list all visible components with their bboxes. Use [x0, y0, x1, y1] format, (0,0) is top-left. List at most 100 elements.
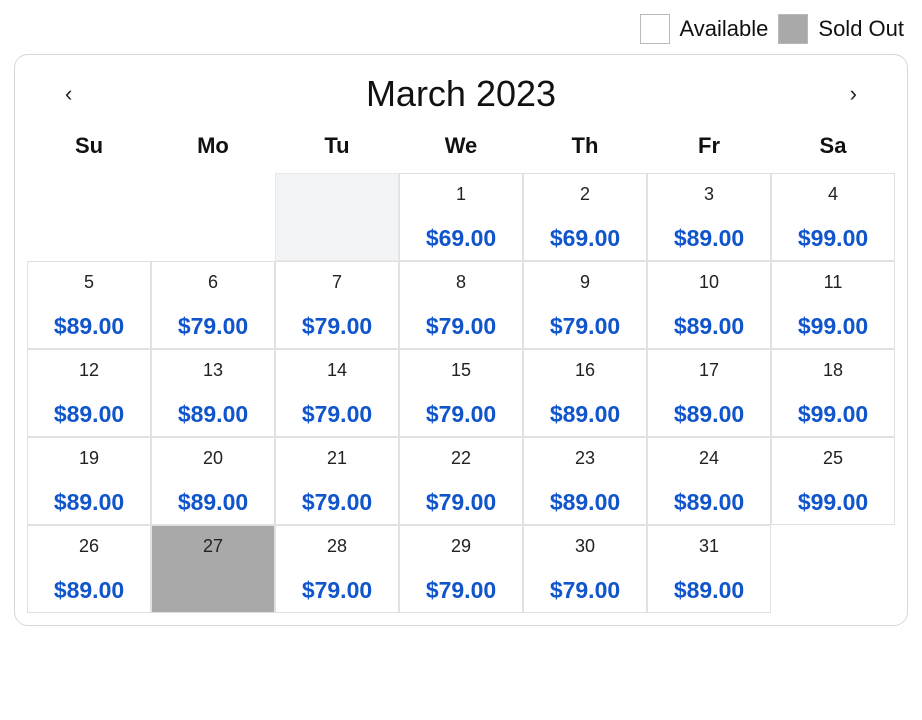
calendar: ‹ March 2023 › Su Mo Tu We Th Fr Sa 1 $69… — [14, 54, 908, 626]
calendar-day-16[interactable]: 16 $89.00 — [523, 349, 647, 437]
day-of-week-row: Su Mo Tu We Th Fr Sa — [27, 133, 895, 173]
day-number: 8 — [406, 272, 516, 293]
dow-tu: Tu — [275, 133, 399, 159]
calendar-day-23[interactable]: 23 $89.00 — [523, 437, 647, 525]
calendar-day-5[interactable]: 5 $89.00 — [27, 261, 151, 349]
day-price: $89.00 — [34, 401, 144, 428]
day-number: 5 — [34, 272, 144, 293]
dow-we: We — [399, 133, 523, 159]
dow-mo: Mo — [151, 133, 275, 159]
day-number: 23 — [530, 448, 640, 469]
calendar-header: ‹ March 2023 › — [27, 73, 895, 133]
day-price: $89.00 — [654, 401, 764, 428]
calendar-day-9[interactable]: 9 $79.00 — [523, 261, 647, 349]
calendar-day-21[interactable]: 21$79.00 — [275, 437, 399, 525]
day-price: $79.00 — [158, 313, 268, 340]
calendar-day-27: 27 — [151, 525, 275, 613]
day-number: 1 — [406, 184, 516, 205]
calendar-day-26[interactable]: 26 $89.00 — [27, 525, 151, 613]
day-price: $69.00 — [406, 225, 516, 252]
day-number: 9 — [530, 272, 640, 293]
day-number: 12 — [34, 360, 144, 381]
day-price: $89.00 — [158, 401, 268, 428]
day-price: $89.00 — [34, 577, 144, 604]
day-price: $79.00 — [406, 401, 516, 428]
calendar-day-8[interactable]: 8 $79.00 — [399, 261, 523, 349]
calendar-day-12[interactable]: 12 $89.00 — [27, 349, 151, 437]
day-number: 19 — [34, 448, 144, 469]
day-price: $69.00 — [530, 225, 640, 252]
calendar-day-17[interactable]: 17 $89.00 — [647, 349, 771, 437]
legend-available-label: Available — [680, 16, 769, 42]
calendar-day-22[interactable]: 22$79.00 — [399, 437, 523, 525]
calendar-day-13[interactable]: 13 $89.00 — [151, 349, 275, 437]
day-number: 3 — [654, 184, 764, 205]
day-number: 16 — [530, 360, 640, 381]
legend: Available Sold Out — [14, 14, 908, 44]
day-number: 14 — [282, 360, 392, 381]
dow-su: Su — [27, 133, 151, 159]
day-price: $99.00 — [778, 313, 888, 340]
day-number: 29 — [406, 536, 516, 557]
day-number: 28 — [282, 536, 392, 557]
day-price: $99.00 — [778, 225, 888, 252]
calendar-day-31[interactable]: 31 $89.00 — [647, 525, 771, 613]
day-price: $79.00 — [282, 313, 392, 340]
prev-month-button[interactable]: ‹ — [57, 77, 80, 111]
day-price: $89.00 — [654, 313, 764, 340]
day-price: $99.00 — [778, 401, 888, 428]
day-price: $89.00 — [654, 577, 764, 604]
calendar-day-6[interactable]: 6$79.00 — [151, 261, 275, 349]
calendar-day-7[interactable]: 7$79.00 — [275, 261, 399, 349]
calendar-day-15[interactable]: 15 $79.00 — [399, 349, 523, 437]
day-price: $79.00 — [282, 577, 392, 604]
day-price: $79.00 — [530, 577, 640, 604]
calendar-day-24[interactable]: 24 $89.00 — [647, 437, 771, 525]
calendar-day-19[interactable]: 19$89.00 — [27, 437, 151, 525]
calendar-day-20[interactable]: 20 $89.00 — [151, 437, 275, 525]
calendar-grid: 1$69.002$69.003$89.004$99.005$89.006$79.… — [27, 173, 895, 613]
calendar-title: March 2023 — [366, 73, 556, 115]
day-number: 18 — [778, 360, 888, 381]
calendar-day-30[interactable]: 30 $79.00 — [523, 525, 647, 613]
calendar-day-14[interactable]: 14$79.00 — [275, 349, 399, 437]
day-price: $79.00 — [406, 313, 516, 340]
day-number: 21 — [282, 448, 392, 469]
day-price: $89.00 — [158, 489, 268, 516]
day-number: 20 — [158, 448, 268, 469]
dow-fr: Fr — [647, 133, 771, 159]
day-price: $89.00 — [530, 489, 640, 516]
day-number: 31 — [654, 536, 764, 557]
day-number: 15 — [406, 360, 516, 381]
dow-th: Th — [523, 133, 647, 159]
day-number: 30 — [530, 536, 640, 557]
day-price: $89.00 — [654, 225, 764, 252]
day-number: 10 — [654, 272, 764, 293]
calendar-day-25[interactable]: 25$99.00 — [771, 437, 895, 525]
day-price: $79.00 — [530, 313, 640, 340]
day-number: 26 — [34, 536, 144, 557]
dow-sa: Sa — [771, 133, 895, 159]
calendar-day-11[interactable]: 11 $99.00 — [771, 261, 895, 349]
next-month-button[interactable]: › — [842, 77, 865, 111]
day-price: $89.00 — [530, 401, 640, 428]
calendar-day-18[interactable]: 18 $99.00 — [771, 349, 895, 437]
day-number: 11 — [778, 272, 888, 293]
calendar-day-28[interactable]: 28 $79.00 — [275, 525, 399, 613]
day-number: 24 — [654, 448, 764, 469]
day-number: 17 — [654, 360, 764, 381]
calendar-day-10[interactable]: 10 $89.00 — [647, 261, 771, 349]
day-price: $89.00 — [34, 313, 144, 340]
calendar-day-3[interactable]: 3 $89.00 — [647, 173, 771, 261]
calendar-cell-blank — [151, 173, 275, 261]
calendar-day-4[interactable]: 4 $99.00 — [771, 173, 895, 261]
day-price: $89.00 — [654, 489, 764, 516]
day-number: 13 — [158, 360, 268, 381]
calendar-day-29[interactable]: 29$79.00 — [399, 525, 523, 613]
calendar-day-2[interactable]: 2$69.00 — [523, 173, 647, 261]
day-price: $79.00 — [406, 489, 516, 516]
calendar-cell-blank — [771, 525, 895, 613]
day-number: 25 — [778, 448, 888, 469]
day-number: 4 — [778, 184, 888, 205]
calendar-day-1[interactable]: 1 $69.00 — [399, 173, 523, 261]
